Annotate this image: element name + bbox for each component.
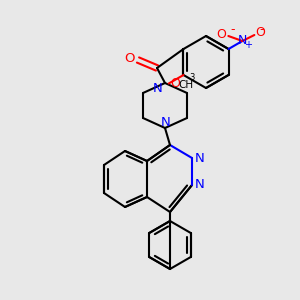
Text: -: -	[230, 23, 235, 37]
Text: N: N	[153, 82, 163, 95]
Text: N: N	[195, 152, 205, 164]
Text: N: N	[195, 178, 205, 191]
Text: O: O	[170, 77, 180, 90]
Text: +: +	[244, 40, 252, 50]
Text: O: O	[124, 52, 135, 65]
Text: O: O	[217, 28, 226, 40]
Text: O: O	[255, 26, 265, 40]
Text: CH: CH	[179, 80, 194, 89]
Text: N: N	[238, 34, 247, 47]
Text: N: N	[161, 116, 171, 129]
Text: -: -	[259, 23, 264, 37]
Text: 3: 3	[190, 74, 195, 82]
